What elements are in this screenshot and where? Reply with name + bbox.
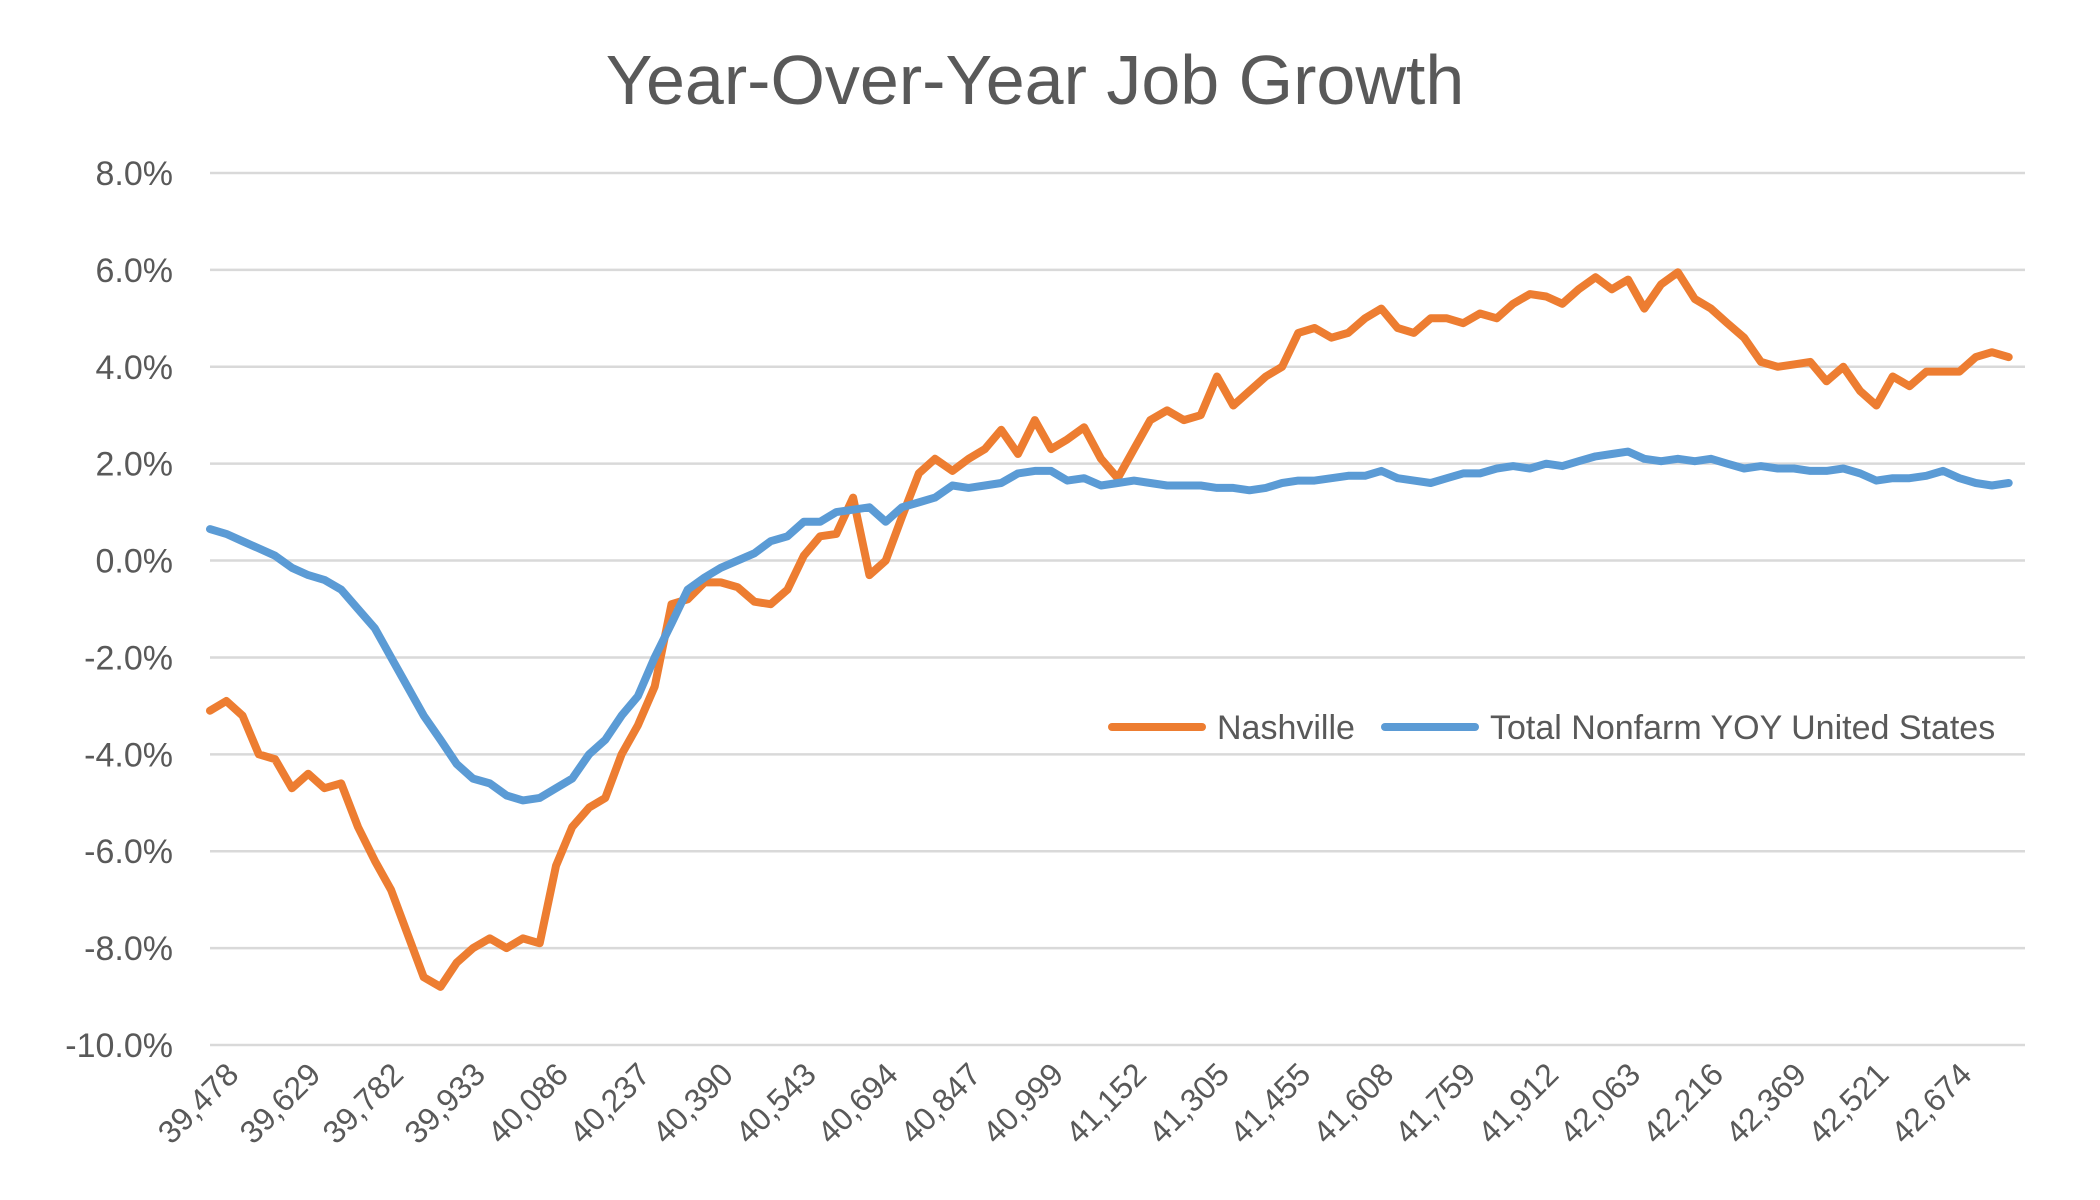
x-tick-label: 41,608	[1306, 1056, 1401, 1151]
gridlines	[210, 171, 2025, 1047]
x-tick-label: 40,390	[645, 1056, 740, 1151]
x-tick-label: 41,305	[1141, 1056, 1236, 1151]
y-tick-label: -10.0%	[65, 1027, 173, 1065]
x-tick-label: 41,455	[1223, 1056, 1318, 1151]
series-line-us-nonfarm	[206, 447, 2013, 805]
x-tick-label: 40,543	[728, 1056, 823, 1151]
x-tick-label: 39,933	[397, 1056, 492, 1151]
y-tick-label: 8.0%	[96, 155, 174, 193]
y-tick-label: -8.0%	[84, 930, 173, 968]
series-lines	[206, 268, 2013, 991]
y-tick-label: 2.0%	[96, 446, 174, 484]
x-tick-label: 39,629	[233, 1056, 328, 1151]
x-tick-label: 39,478	[151, 1056, 246, 1151]
y-tick-label: 6.0%	[96, 252, 174, 290]
x-tick-label: 39,782	[316, 1056, 411, 1151]
y-tick-label: 0.0%	[96, 543, 174, 581]
x-tick-label: 40,237	[562, 1056, 657, 1151]
x-tick-label: 41,912	[1471, 1056, 1566, 1151]
x-tick-label: 40,847	[893, 1056, 988, 1151]
y-tick-label: -4.0%	[84, 736, 173, 774]
x-tick-label: 40,694	[810, 1056, 905, 1151]
chart-title: Year-Over-Year Job Growth	[606, 41, 1465, 119]
legend-label: Total Nonfarm YOY United States	[1490, 709, 1995, 747]
x-tick-label: 40,086	[480, 1056, 575, 1151]
y-tick-label: 4.0%	[96, 349, 174, 387]
x-tick-label: 42,369	[1718, 1056, 1813, 1151]
x-tick-label: 41,759	[1388, 1056, 1483, 1151]
y-tick-label: -6.0%	[84, 833, 173, 871]
x-tick-label: 42,674	[1884, 1056, 1979, 1151]
x-tick-label: 41,152	[1058, 1056, 1153, 1151]
y-axis: 8.0% 6.0% 4.0% 2.0% 0.0% -2.0% -4.0% -6.0% -8.0%…	[65, 155, 173, 1065]
x-tick-label: 42,216	[1635, 1056, 1730, 1151]
y-tick-label: -2.0%	[84, 639, 173, 677]
x-tick-label: 40,999	[975, 1056, 1070, 1151]
legend: Nashville Total Nonfarm YOY United States	[1108, 709, 1995, 747]
x-tick-label: 42,521	[1801, 1056, 1896, 1151]
x-axis: 39,47839,62939,78239,93340,08640,23740,3…	[151, 1056, 1979, 1151]
x-tick-label: 42,063	[1552, 1056, 1647, 1151]
legend-label: Nashville	[1217, 709, 1355, 747]
series-line-nashville	[206, 268, 2013, 991]
